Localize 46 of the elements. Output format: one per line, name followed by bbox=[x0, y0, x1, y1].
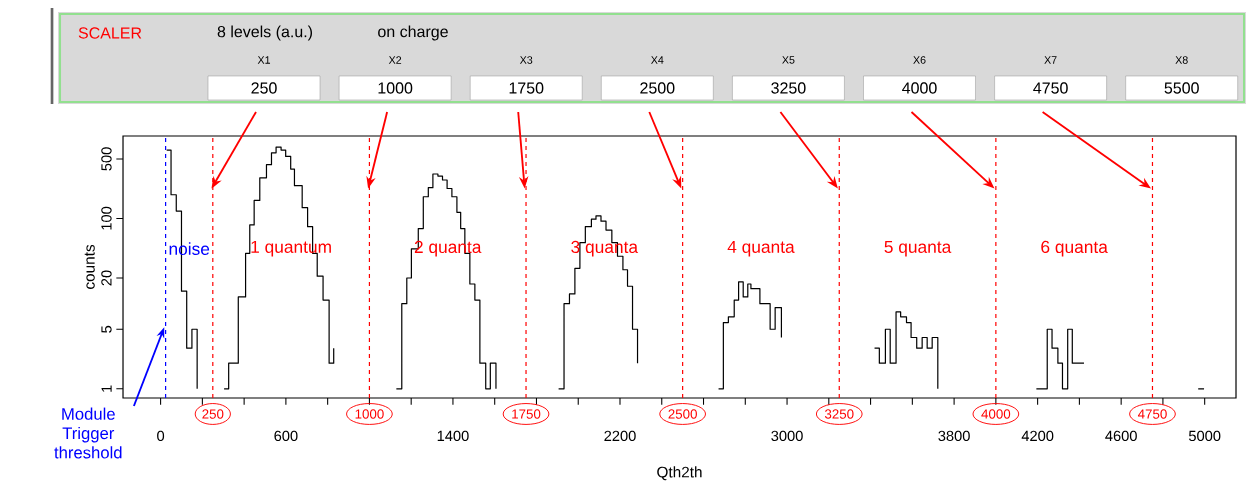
text: 8 levels (a.u.) bbox=[217, 25, 313, 41]
text: X5 bbox=[782, 56, 795, 64]
annotation: 5 quanta bbox=[884, 240, 952, 257]
text: X3 bbox=[519, 56, 533, 64]
y-tick-label: 20 bbox=[101, 270, 112, 286]
text: X6 bbox=[913, 56, 926, 64]
text: X4 bbox=[651, 56, 664, 64]
ref-line-label: 1750 bbox=[512, 409, 541, 419]
text: X1 bbox=[257, 56, 271, 64]
annotation: 6 quanta bbox=[1041, 240, 1108, 257]
y-tick-label: 500 bbox=[101, 147, 112, 171]
annotation: 1000 bbox=[378, 82, 413, 94]
y-tick-label: 1 bbox=[101, 385, 112, 392]
text: SCALER bbox=[78, 27, 142, 39]
x-tick-label: 1400 bbox=[437, 430, 469, 442]
text: X7 bbox=[1044, 56, 1057, 64]
text: X2 bbox=[388, 56, 402, 64]
x-tick-label: 5000 bbox=[1188, 430, 1221, 442]
annotation: 4000 bbox=[902, 82, 937, 94]
ref-line-label: 1000 bbox=[355, 409, 384, 419]
annotation: 250 bbox=[251, 82, 277, 94]
x-tick-label: 0 bbox=[157, 430, 165, 442]
y-axis-title: counts bbox=[84, 244, 95, 289]
x-tick-label: 4200 bbox=[1021, 430, 1054, 442]
annotation: 4 quanta bbox=[727, 240, 795, 257]
x-tick-label: 2200 bbox=[604, 430, 636, 442]
y-tick-label: 5 bbox=[101, 325, 112, 333]
x-tick-label: 4600 bbox=[1105, 430, 1137, 442]
annotation: 1750 bbox=[509, 82, 544, 94]
x-tick-label: 600 bbox=[274, 430, 298, 442]
ref-line-label: Module Trigger threshold bbox=[54, 407, 122, 459]
text: X8 bbox=[1175, 56, 1188, 64]
annotation: 4750 bbox=[1033, 82, 1068, 94]
ref-line-label: 4750 bbox=[1137, 409, 1167, 419]
x-tick-label: 3000 bbox=[771, 430, 803, 442]
text: on charge bbox=[378, 25, 448, 41]
text: 5500 bbox=[1164, 82, 1199, 94]
annotation: 2500 bbox=[640, 82, 675, 94]
ref-line-label: 3250 bbox=[824, 409, 854, 419]
ref-line-label: 250 bbox=[202, 409, 224, 419]
y-tick-label: 100 bbox=[101, 206, 112, 230]
ref-line-label: 4000 bbox=[981, 409, 1011, 419]
annotation: 3250 bbox=[771, 82, 806, 94]
x-tick-label: 3800 bbox=[938, 430, 970, 442]
x-axis-title: Qth2th bbox=[657, 466, 702, 481]
ref-line-label: 2500 bbox=[668, 409, 697, 419]
